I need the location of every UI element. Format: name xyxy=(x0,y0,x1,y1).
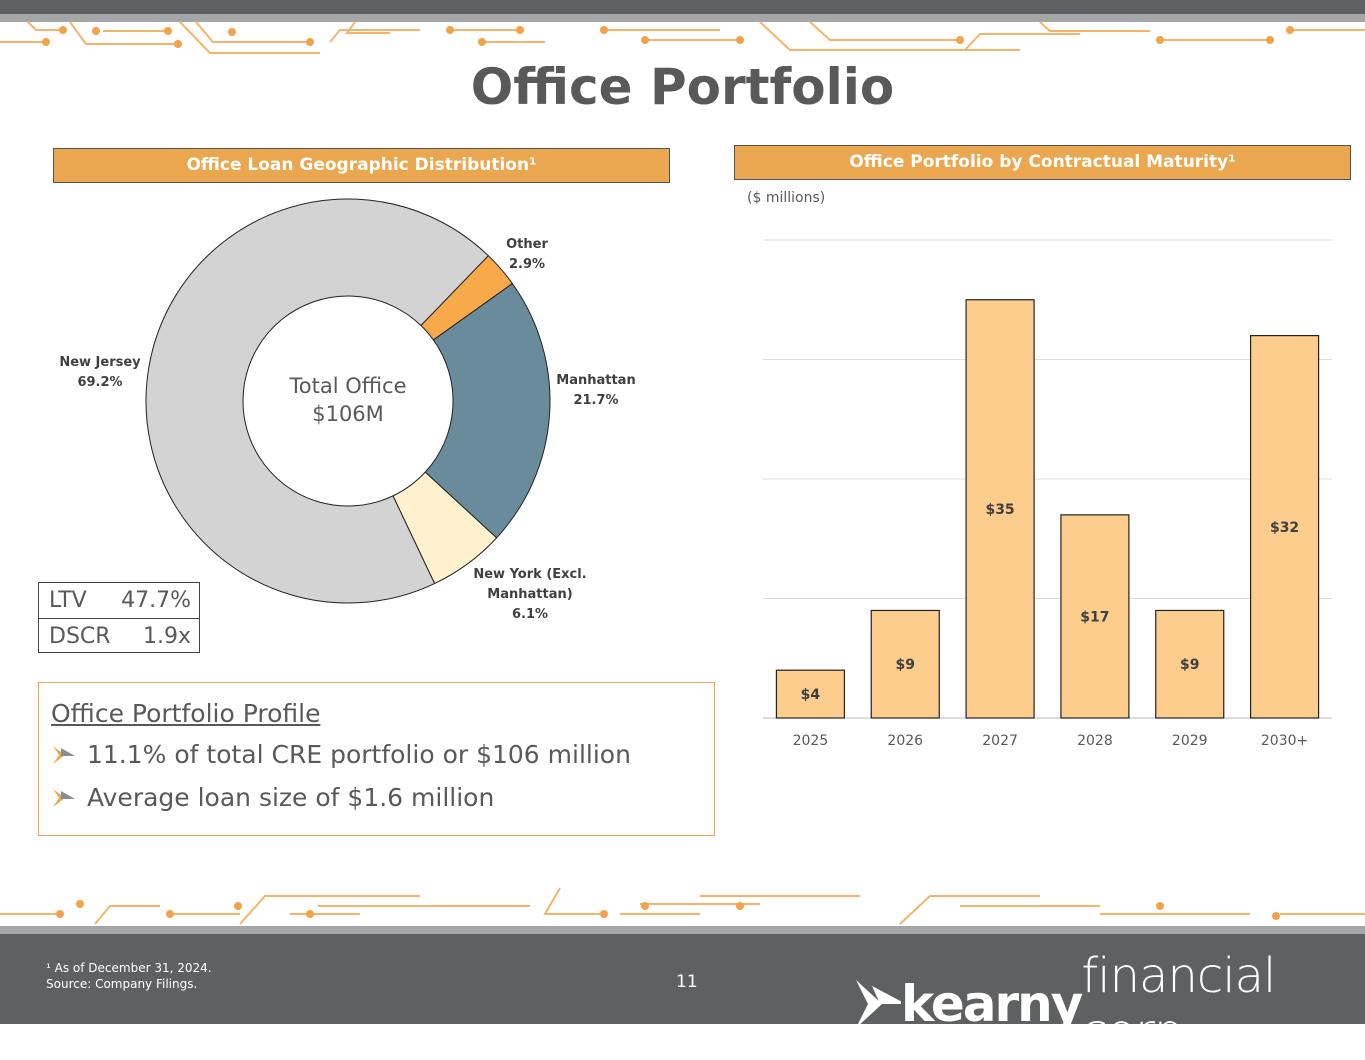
company-logo: kearny financial corp. xyxy=(852,948,1365,1060)
data-label: $17 xyxy=(1080,609,1109,625)
donut-chart xyxy=(145,198,551,604)
arrow-bullet-icon xyxy=(53,745,75,764)
metric-row-ltv: LTV 47.7% xyxy=(49,588,191,613)
donut-center-line2: $106M xyxy=(312,402,384,426)
data-label: $32 xyxy=(1270,520,1299,536)
circuit-decoration-top xyxy=(0,21,1365,54)
metric-row-dscr: DSCR 1.9x xyxy=(39,618,199,653)
logo-mark-icon xyxy=(856,980,901,1028)
bar-2029 xyxy=(1155,609,1225,719)
circuit-decoration-bottom xyxy=(0,887,1365,925)
label-new-jersey: New Jersey 69.2% xyxy=(59,355,141,390)
label-new-york: New York (Excl. Manhattan) 6.1% xyxy=(473,567,587,622)
profile-bullet: 11.1% of total CRE portfolio or $106 mil… xyxy=(51,740,702,769)
footer: ¹ As of December 31, 2024. Source: Compan… xyxy=(0,934,1365,1060)
x-tick-label: 2029 xyxy=(1172,733,1208,749)
donut-center-label: Total Office $106M xyxy=(248,372,448,428)
donut-center-line1: Total Office xyxy=(289,374,407,398)
profile-box: Office Portfolio Profile 11.1% of total … xyxy=(38,682,715,836)
maturity-bar-chart: $4 2025 $9 2026 $35 2027 $17 2028 $9 2029 $32 2030+ xyxy=(763,239,1332,749)
label-manhattan: Manhattan 21.7% xyxy=(556,373,636,408)
maturity-header: Office Portfolio by Contractual Maturity… xyxy=(734,145,1351,180)
data-label: $4 xyxy=(801,687,821,703)
page-title: Office Portfolio xyxy=(470,58,895,116)
x-tick-label: 2025 xyxy=(793,733,829,749)
label-other: Other 2.9% xyxy=(506,237,548,272)
bar-2028 xyxy=(1060,514,1130,719)
x-tick-label: 2028 xyxy=(1077,733,1113,749)
donut-slice-manhattan xyxy=(424,282,551,539)
page-number: 11 xyxy=(676,972,698,992)
metrics-table: LTV 47.7% DSCR 1.9x xyxy=(38,582,200,653)
data-label: $35 xyxy=(985,502,1014,518)
x-tick-label: 2026 xyxy=(887,733,923,749)
bar-2026 xyxy=(870,609,940,719)
units-label: ($ millions) xyxy=(747,190,826,206)
data-label: $9 xyxy=(1180,657,1199,673)
arrow-bullet-icon xyxy=(53,788,75,807)
bar-2025 xyxy=(775,669,846,719)
bar-2027 xyxy=(965,299,1035,719)
profile-title: Office Portfolio Profile xyxy=(51,699,321,728)
geo-distribution-header: Office Loan Geographic Distribution¹ xyxy=(53,148,670,183)
donut-slice-new-jersey xyxy=(145,198,490,604)
top-bar-accent xyxy=(0,14,1365,22)
top-bar xyxy=(0,0,1365,14)
bar-2030+ xyxy=(1249,334,1320,719)
data-label: $9 xyxy=(896,657,915,673)
x-tick-label: 2027 xyxy=(982,733,1018,749)
x-tick-label: 2030+ xyxy=(1261,733,1308,749)
footnote: ¹ As of December 31, 2024. Source: Compan… xyxy=(46,961,212,991)
profile-bullet: Average loan size of $1.6 million xyxy=(51,783,702,812)
footer-accent xyxy=(0,926,1365,934)
